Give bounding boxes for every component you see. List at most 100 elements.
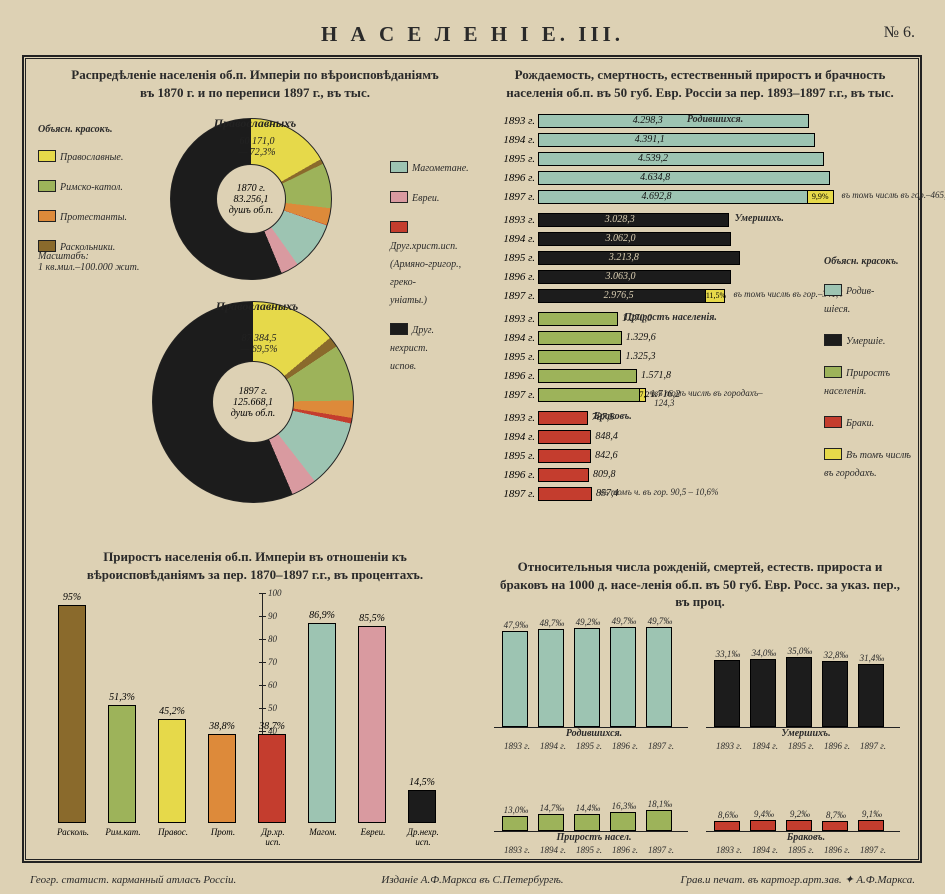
hbar (538, 251, 740, 265)
legend-label: Православные. (60, 152, 123, 163)
small-panel-header: Браковъ. (706, 832, 906, 843)
small-bar (858, 820, 884, 830)
hbar-value: 3.028,3 (605, 214, 635, 225)
bar-category: Расколь. (48, 827, 98, 837)
hbar-value: 4.391,1 (635, 134, 665, 145)
legend-label: Друг.христ.исп.(Армяно-григор., греко-ун… (390, 241, 461, 306)
small-bar-value: 35,0‰ (780, 646, 820, 656)
legend-item: Браки. (824, 413, 914, 431)
small-bar-year: 1897 г. (640, 741, 682, 751)
small-bar (786, 820, 812, 830)
hbar-year: 1895 г. (493, 450, 535, 462)
hbar-year: 1894 г. (493, 332, 535, 344)
hbar-group-name: Родившихся. (687, 114, 743, 125)
hbar-city-segment: 9,9% (807, 190, 834, 204)
hbar-row: 1894 г.1.329,6 (538, 330, 834, 347)
legend-item: Евреи. (390, 188, 470, 206)
hbar (538, 190, 834, 204)
hbar (538, 430, 591, 444)
pie-center: 1897 г.125.668,1душъ об.п. (212, 361, 294, 443)
hbar (538, 331, 622, 345)
small-bar (646, 627, 672, 726)
footer-right: Грав.и печат. въ картогр.арт.зав. ✦ А.Ф.… (681, 873, 915, 886)
hbar-value: 3.213,8 (609, 252, 639, 263)
small-bar (822, 661, 848, 727)
hbar-row: 1897 г.857,4въ томъ ч. въ гор. 90,5 – 10… (538, 486, 834, 503)
legend-header: Объясн. красокъ. (38, 124, 127, 135)
hbar-group-name: Браковъ. (594, 411, 632, 422)
hbar-row: 1897 г.1.716,27,2%въ томъ числѣ въ город… (538, 387, 834, 404)
hbar-value: 3.062,0 (605, 233, 635, 244)
small-bar-value: 32,8‰ (816, 650, 856, 660)
bar (208, 734, 236, 823)
hbar (538, 487, 592, 501)
small-bar (786, 657, 812, 727)
bar-category: Правос. (148, 827, 198, 837)
small-bar-year: 1897 г. (640, 845, 682, 855)
right-bottom-title: Относительныя числа рожденій, смертей, е… (490, 558, 910, 611)
right-bottom-section: Относительныя числа рожденій, смертей, е… (490, 558, 910, 869)
bar-category: Прот. (198, 827, 248, 837)
hbar-value: 848,4 (595, 431, 618, 442)
hbar-row: 1896 г.809,8 (538, 467, 834, 484)
bar-value: 95% (52, 592, 92, 603)
small-panel-header: Приростъ насел. (494, 832, 694, 843)
small-bar-value: 9,1‰ (852, 809, 892, 819)
small-bar (502, 631, 528, 727)
hbar (538, 152, 824, 166)
small-bar-value: 34,0‰ (744, 648, 784, 658)
small-bar (714, 660, 740, 726)
small-bar (574, 628, 600, 726)
small-bar (538, 814, 564, 831)
rb-bottom-panels: 13,0‰1893 г.14,7‰1894 г.14,4‰1895 г.16,3… (490, 769, 910, 879)
small-bar-value: 33,1‰ (708, 649, 748, 659)
legend-swatch (390, 221, 408, 233)
hbar-row: 1896 г.1.571,8 (538, 368, 834, 385)
legend-label: Умершіе. (846, 336, 885, 347)
small-bar-value: 18,1‰ (640, 799, 680, 809)
small-baseline (706, 727, 900, 728)
left-bottom-section: Приростъ населенія об.п. Имперіи въ отно… (40, 548, 470, 843)
small-bar-value: 47,9‰ (496, 620, 536, 630)
hbar-note: въ томъ ч. въ гор. 90,5 – 10,6% (600, 487, 720, 497)
small-bar-value: 49,2‰ (568, 617, 608, 627)
legend-swatch (824, 366, 842, 378)
left-bottom-chart: 10203040506070809010095%Расколь.51,3%Рим… (52, 593, 462, 853)
page-number: № 6. (884, 24, 915, 42)
bar (58, 605, 86, 824)
legend-swatch (824, 284, 842, 296)
hbar-year: 1896 г. (493, 271, 535, 283)
hbar-year: 1897 г. (493, 290, 535, 302)
hbar-year: 1894 г. (493, 134, 535, 146)
left-top-section: Распредѣленіе населенія об.п. Имперіи по… (40, 66, 470, 101)
legend-swatch (824, 334, 842, 346)
hbar-city-segment: 7,2% (639, 388, 647, 402)
hbar-row: 1895 г.1.325,3 (538, 349, 834, 366)
hbar (538, 133, 815, 147)
small-bar-value: 31,4‰ (852, 653, 892, 663)
hbar-year: 1893 г. (493, 214, 535, 226)
pie-arc-value: 60.171,0— 72,3% (212, 136, 302, 158)
small-bar (538, 629, 564, 726)
hbar-row: 1894 г.848,4 (538, 429, 834, 446)
hbar (538, 171, 830, 185)
hbar (538, 114, 809, 128)
legend-swatch (390, 191, 408, 203)
bar-value: 51,3% (102, 692, 142, 703)
pie-center: 1870 г.83.256,1душъ об.п. (216, 164, 286, 234)
legend-right: Магометане. Евреи. Друг.христ.исп.(Армяно-… (390, 146, 470, 386)
small-bar-value: 9,2‰ (780, 809, 820, 819)
legend-swatch (38, 150, 56, 162)
small-bar-value: 14,4‰ (568, 803, 608, 813)
small-bar-value: 49,7‰ (604, 616, 644, 626)
hbar-value: 1.329,6 (626, 332, 656, 343)
bar-category: Др.хр.исп. (248, 827, 298, 847)
small-bar-value: 8,7‰ (816, 810, 856, 820)
hbar-row: 1895 г.3.213,8 (538, 250, 834, 267)
legend-label: Протестанты. (60, 212, 127, 223)
legend-item: Православные. (38, 147, 127, 165)
hbar-note: въ томъ числѣ въ городахъ–124,3 (654, 388, 774, 408)
legend-label: Магометане. (412, 163, 469, 174)
legend-label: Браки. (846, 418, 874, 429)
small-bar (502, 816, 528, 831)
